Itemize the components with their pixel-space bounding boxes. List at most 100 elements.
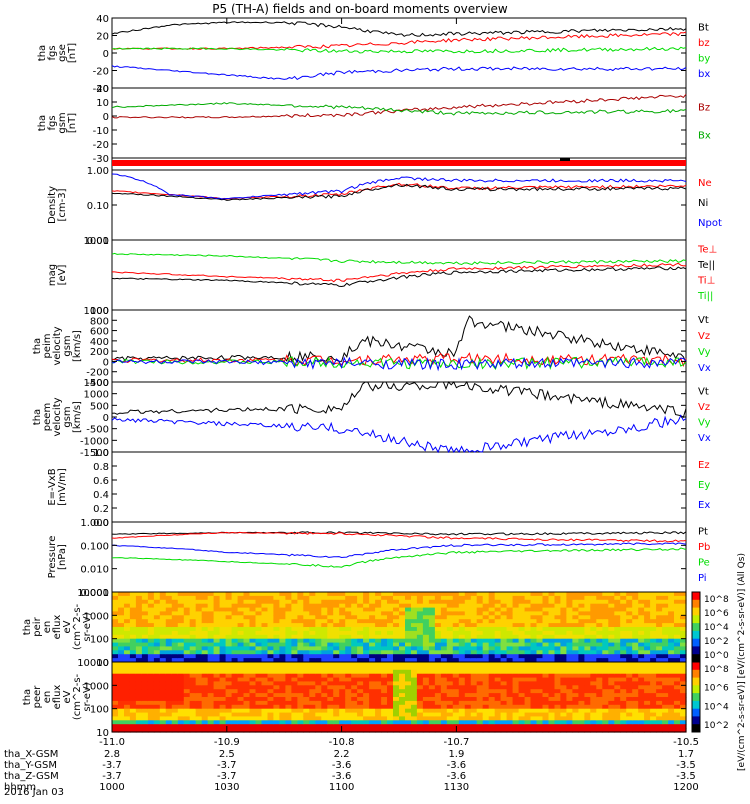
spectrogram-cell (542, 650, 550, 655)
spectrogram-cell (195, 630, 203, 636)
spectrogram-cell (554, 728, 562, 733)
spectrogram-cell (566, 595, 573, 601)
spectrogram-cell (159, 623, 167, 628)
spectrogram-cell (566, 673, 573, 679)
spectrogram-cell (249, 728, 257, 733)
spectrogram-cell (339, 658, 346, 663)
spectrogram-cell (129, 646, 137, 651)
spectrogram-cell (159, 708, 167, 714)
spectrogram-cell (261, 650, 269, 655)
spectrogram-cell (608, 623, 615, 628)
spectrogram-cell (548, 712, 556, 718)
spectrogram-cell (279, 592, 286, 597)
spectrogram-cell (602, 623, 609, 628)
spectrogram-cell (608, 634, 615, 640)
spectrogram-cell (309, 634, 316, 640)
spectrogram-cell (560, 619, 567, 624)
spectrogram-cell (171, 638, 179, 644)
spectrogram-cell (315, 677, 322, 683)
spectrogram-cell (464, 728, 472, 733)
spectrogram-cell (542, 697, 550, 702)
spectrogram-cell (434, 642, 442, 648)
spectrogram-cell (668, 646, 675, 651)
spectrogram-cell (470, 603, 478, 609)
spectrogram-cell (231, 665, 239, 671)
spectrogram-cell (614, 693, 621, 698)
spectrogram-cell (165, 611, 173, 616)
spectrogram-cell (614, 638, 621, 644)
spectrogram-cell (237, 619, 245, 624)
spectrogram-cell (494, 677, 502, 683)
spectrogram-cell (381, 716, 388, 721)
spectrogram-cell (387, 724, 394, 729)
spectrogram-cell (548, 685, 556, 690)
spectrogram-cell (554, 603, 562, 609)
y-tick-label: 0.100 (80, 541, 109, 552)
spectrogram-cell (393, 669, 400, 675)
spectrogram-cell (165, 677, 173, 683)
spectrogram-cell (363, 681, 370, 686)
y-axis-label: peir (32, 616, 43, 636)
spectrogram-cell (147, 665, 155, 671)
spectrogram-cell (351, 677, 358, 683)
spectrogram-cell (512, 638, 520, 644)
spectrogram-cell (387, 728, 394, 733)
spectrogram-cell (291, 638, 298, 644)
spectrogram-cell (512, 681, 520, 686)
spectrogram-cell (572, 630, 579, 636)
spectrogram-cell (542, 599, 550, 605)
spectrogram-cell (273, 595, 280, 601)
spectrogram-cell (273, 642, 280, 648)
spectrogram-cell (674, 611, 681, 616)
spectrogram-cell (584, 716, 591, 721)
spectrogram-cell (578, 646, 585, 651)
spectrogram-cell (327, 599, 334, 605)
spectrogram-cell (219, 619, 227, 624)
spectrogram-cell (518, 665, 526, 671)
spectrogram-cell (530, 619, 538, 624)
spectrogram-cell (333, 627, 340, 632)
spectrogram-cell (584, 728, 591, 733)
spectrogram-cell (147, 658, 155, 663)
spectrogram-cell (327, 665, 334, 671)
spectrogram-cell (405, 728, 412, 733)
spectrogram-cell (141, 619, 149, 624)
spectrogram-cell (524, 627, 532, 632)
spectrogram-cell (494, 623, 502, 628)
spectrogram-cell (524, 603, 532, 609)
spectrogram-cell (405, 627, 412, 632)
spectrogram-cell (524, 642, 532, 648)
spectrogram-cell (440, 623, 448, 628)
spectrogram-cell (363, 607, 370, 613)
spectrogram-cell (566, 685, 573, 690)
spectrogram-cell (405, 654, 412, 659)
spectrogram-cell (165, 685, 173, 690)
spectrogram-cell (141, 673, 149, 679)
spectrogram-cell (171, 665, 179, 671)
spectrogram-cell (428, 700, 436, 706)
spectrogram-cell (303, 658, 310, 663)
spectrogram-cell (231, 685, 239, 690)
spectrogram-cell (638, 700, 645, 706)
spectrogram-cell (476, 650, 484, 655)
spectrogram-cell (458, 603, 466, 609)
spectrogram-cell (650, 677, 657, 683)
spectrogram-cell (153, 615, 161, 620)
spectrogram-cell (554, 646, 562, 651)
spectrogram-cell (213, 662, 221, 667)
y-axis-label: eflux (52, 615, 63, 640)
spectrogram-cell (177, 623, 185, 628)
spectrogram-cell (662, 642, 669, 648)
spectrogram-cell (632, 685, 639, 690)
spectrogram-cell (147, 716, 155, 721)
spectrogram-cell (141, 669, 149, 675)
spectrogram-cell (375, 662, 382, 667)
spectrogram-cell (225, 599, 233, 605)
spectrogram-cell (494, 720, 502, 725)
spectrogram-cell (351, 685, 358, 690)
y-tick-label: 10 (96, 98, 109, 109)
spectrogram-cell (464, 642, 472, 648)
spectrogram-cell (554, 627, 562, 632)
series-line-by (111, 46, 687, 54)
spectrogram-cell (548, 720, 556, 725)
